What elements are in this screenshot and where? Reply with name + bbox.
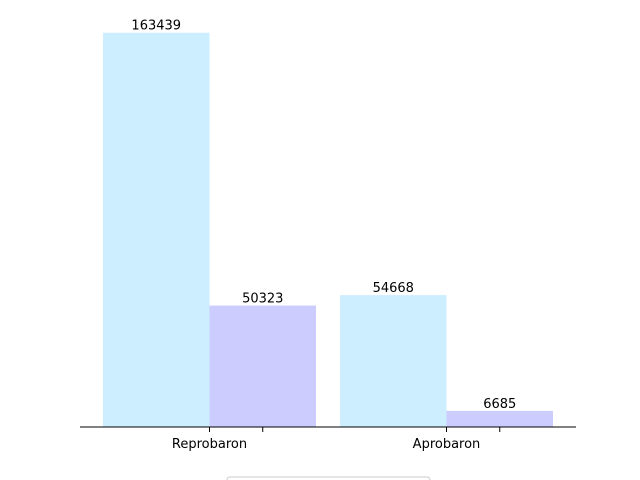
value-label-aprobaron-s2: 6685 [483,397,516,412]
x-ticks-group [209,427,501,432]
bar-reprobaron-s1 [103,32,210,427]
value-label-reprobaron-s2: 50323 [242,292,283,307]
value-label-aprobaron-s1: 54668 [373,281,414,296]
x-tick-label-aprobaron: Aprobaron [413,437,481,452]
bars-group [103,32,553,427]
bar-aprobaron-s1 [340,295,447,427]
value-label-reprobaron-s1: 163439 [131,19,181,34]
x-tick-label-reprobaron: Reprobaron [172,437,247,452]
x-tick-labels-group: Reprobaron Aprobaron [172,437,480,452]
bar-reprobaron-s2 [209,305,316,427]
bar-aprobaron-s2 [446,410,553,427]
value-labels-group: 163439 50323 54668 6685 [131,19,516,412]
legend-box [226,476,431,480]
